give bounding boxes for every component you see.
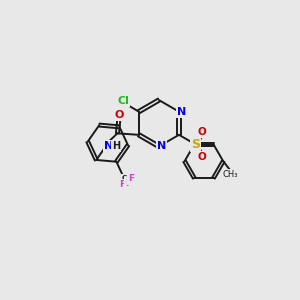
Text: F: F (125, 179, 131, 188)
Text: F: F (119, 180, 125, 189)
Text: H: H (112, 141, 120, 151)
Text: S: S (191, 138, 200, 151)
Text: N: N (104, 141, 113, 151)
Text: C: C (122, 176, 127, 182)
Text: O: O (114, 110, 124, 120)
Text: F: F (128, 175, 134, 184)
Text: CH₃: CH₃ (223, 170, 238, 179)
Text: O: O (197, 127, 206, 137)
Text: N: N (177, 107, 187, 117)
Text: Cl: Cl (117, 96, 129, 106)
Text: O: O (197, 152, 206, 162)
Text: N: N (157, 141, 166, 152)
